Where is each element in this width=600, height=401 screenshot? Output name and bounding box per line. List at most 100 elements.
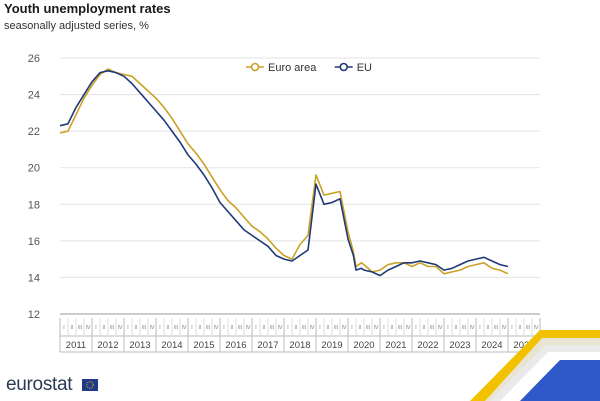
quarter-tick-label: I — [287, 325, 288, 331]
year-tick-label: 2025 — [513, 340, 534, 351]
quarter-tick-label: IV — [374, 325, 379, 331]
quarter-tick-label: IV — [470, 325, 475, 331]
quarter-tick-label: II — [423, 325, 426, 331]
legend-item-euro-area[interactable]: Euro area — [246, 62, 317, 74]
quarter-tick-label: III — [398, 325, 402, 331]
quarter-tick-label: II — [71, 325, 74, 331]
eurostat-logo: eurostat — [6, 374, 73, 395]
chart-title: Youth unemployment rates — [4, 1, 171, 16]
year-tick-label: 2018 — [289, 340, 310, 351]
quarter-tick-label: III — [462, 325, 466, 331]
year-tick-label: 2017 — [257, 340, 278, 351]
quarter-tick-label: IV — [342, 325, 347, 331]
quarter-tick-label: III — [174, 325, 178, 331]
legend: Euro area EU — [246, 62, 372, 74]
quarter-tick-label: II — [167, 325, 170, 331]
quarter-tick-label: IV — [182, 325, 187, 331]
y-tick-label: 18 — [28, 199, 40, 211]
year-tick-label: 2020 — [353, 340, 374, 351]
series-line-euro-area — [59, 68, 509, 275]
quarter-tick-label: II — [487, 325, 490, 331]
quarter-tick-label: I — [351, 325, 352, 331]
quarter-tick-label: III — [494, 325, 498, 331]
y-tick-label: 20 — [28, 163, 40, 175]
quarter-tick-label: I — [223, 325, 224, 331]
y-tick-label: 16 — [28, 236, 40, 248]
quarter-tick-label: IV — [310, 325, 315, 331]
quarter-tick-label: II — [519, 325, 522, 331]
quarter-tick-label: II — [295, 325, 298, 331]
quarter-tick-label: III — [302, 325, 306, 331]
quarter-tick-label: III — [78, 325, 82, 331]
grid-lines — [60, 57, 540, 315]
year-tick-label: 2016 — [225, 340, 246, 351]
quarter-tick-label: II — [327, 325, 330, 331]
quarter-tick-label: I — [127, 325, 128, 331]
quarter-tick-label: IV — [150, 325, 155, 331]
quarter-tick-label: IV — [278, 325, 283, 331]
legend-label: EU — [357, 62, 372, 74]
year-tick-label: 2013 — [129, 340, 150, 351]
y-tick-label: 14 — [28, 272, 40, 284]
quarter-tick-label: I — [447, 325, 448, 331]
quarter-tick-label: III — [238, 325, 242, 331]
quarter-tick-label: I — [191, 325, 192, 331]
y-axis: 12 14 16 18 20 22 24 26 — [28, 53, 40, 321]
legend-item-eu[interactable]: EU — [334, 62, 372, 74]
quarter-tick-label: I — [319, 325, 320, 331]
quarter-tick-label: I — [63, 325, 64, 331]
quarter-tick-label: II — [391, 325, 394, 331]
quarter-tick-label: II — [231, 325, 234, 331]
quarter-tick-label: III — [270, 325, 274, 331]
quarter-tick-label: IV — [438, 325, 443, 331]
quarter-tick-label: II — [263, 325, 266, 331]
quarter-tick-label: III — [526, 325, 530, 331]
y-tick-label: 26 — [28, 53, 40, 65]
quarter-tick-label: I — [479, 325, 480, 331]
quarter-tick-label: II — [199, 325, 202, 331]
quarter-tick-label: IV — [406, 325, 411, 331]
eu-flag-icon — [82, 379, 98, 391]
year-tick-label: 2014 — [161, 340, 182, 351]
year-tick-label: 2019 — [321, 340, 342, 351]
quarter-tick-label: I — [415, 325, 416, 331]
quarter-tick-label: I — [511, 325, 512, 331]
quarter-tick-label: I — [255, 325, 256, 331]
year-tick-label: 2024 — [481, 340, 502, 351]
quarter-tick-label: IV — [534, 325, 539, 331]
quarter-tick-label: III — [142, 325, 146, 331]
year-tick-label: 2023 — [449, 340, 470, 351]
quarter-tick-label: III — [110, 325, 114, 331]
y-tick-label: 22 — [28, 126, 40, 138]
series-lines — [59, 68, 509, 277]
year-tick-label: 2011 — [66, 340, 86, 351]
y-tick-label: 24 — [28, 90, 40, 102]
quarter-tick-label: I — [383, 325, 384, 331]
quarter-tick-label: II — [103, 325, 106, 331]
chart-subtitle: seasonally adjusted series, % — [4, 20, 149, 32]
year-tick-label: 2015 — [193, 340, 214, 351]
quarter-tick-label: III — [334, 325, 338, 331]
brand-chevron-icon — [470, 330, 600, 401]
quarter-tick-label: IV — [86, 325, 91, 331]
quarter-tick-label: I — [159, 325, 160, 331]
y-tick-label: 12 — [28, 309, 40, 321]
quarter-tick-label: III — [206, 325, 210, 331]
quarter-tick-label: III — [430, 325, 434, 331]
quarter-tick-label: IV — [118, 325, 123, 331]
year-tick-label: 2012 — [97, 340, 118, 351]
series-line-eu — [59, 70, 509, 277]
quarter-tick-label: II — [135, 325, 138, 331]
legend-label: Euro area — [268, 62, 317, 74]
quarter-tick-label: IV — [214, 325, 219, 331]
quarter-tick-label: III — [366, 325, 370, 331]
year-tick-label: 2021 — [385, 340, 406, 351]
quarter-tick-label: IV — [502, 325, 507, 331]
year-tick-label: 2022 — [417, 340, 438, 351]
quarter-tick-label: II — [455, 325, 458, 331]
quarter-tick-label: I — [95, 325, 96, 331]
quarter-tick-label: IV — [246, 325, 251, 331]
quarter-tick-label: II — [359, 325, 362, 331]
